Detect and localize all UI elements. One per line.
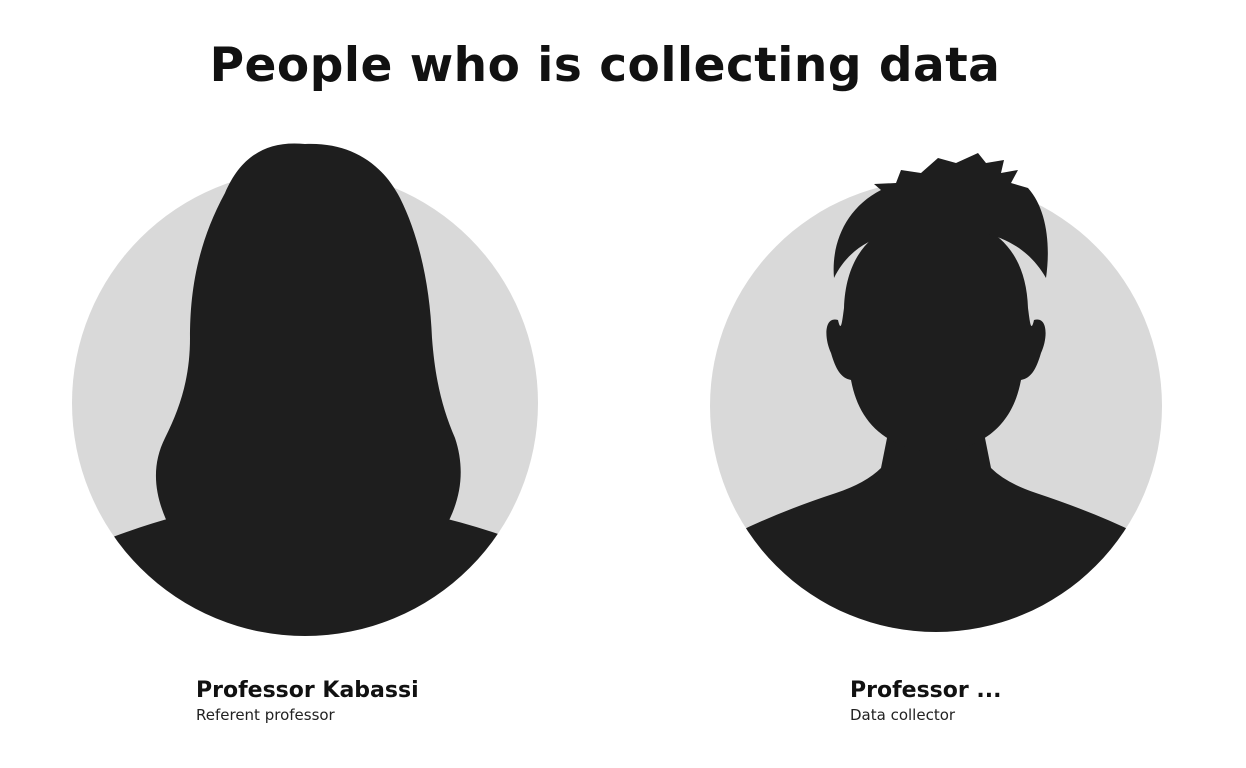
person-card-1 [70, 138, 540, 643]
person-name: Professor Kabassi [196, 678, 419, 703]
person-role: Referent professor [196, 706, 335, 724]
person-card-2 [706, 148, 1166, 636]
male-silhouette-avatar-icon [710, 153, 1162, 632]
person-name: Professor ... [850, 678, 1002, 703]
page-title: People who is collecting data [209, 38, 1001, 93]
female-silhouette-avatar-icon [72, 143, 538, 636]
person-role: Data collector [850, 706, 956, 724]
